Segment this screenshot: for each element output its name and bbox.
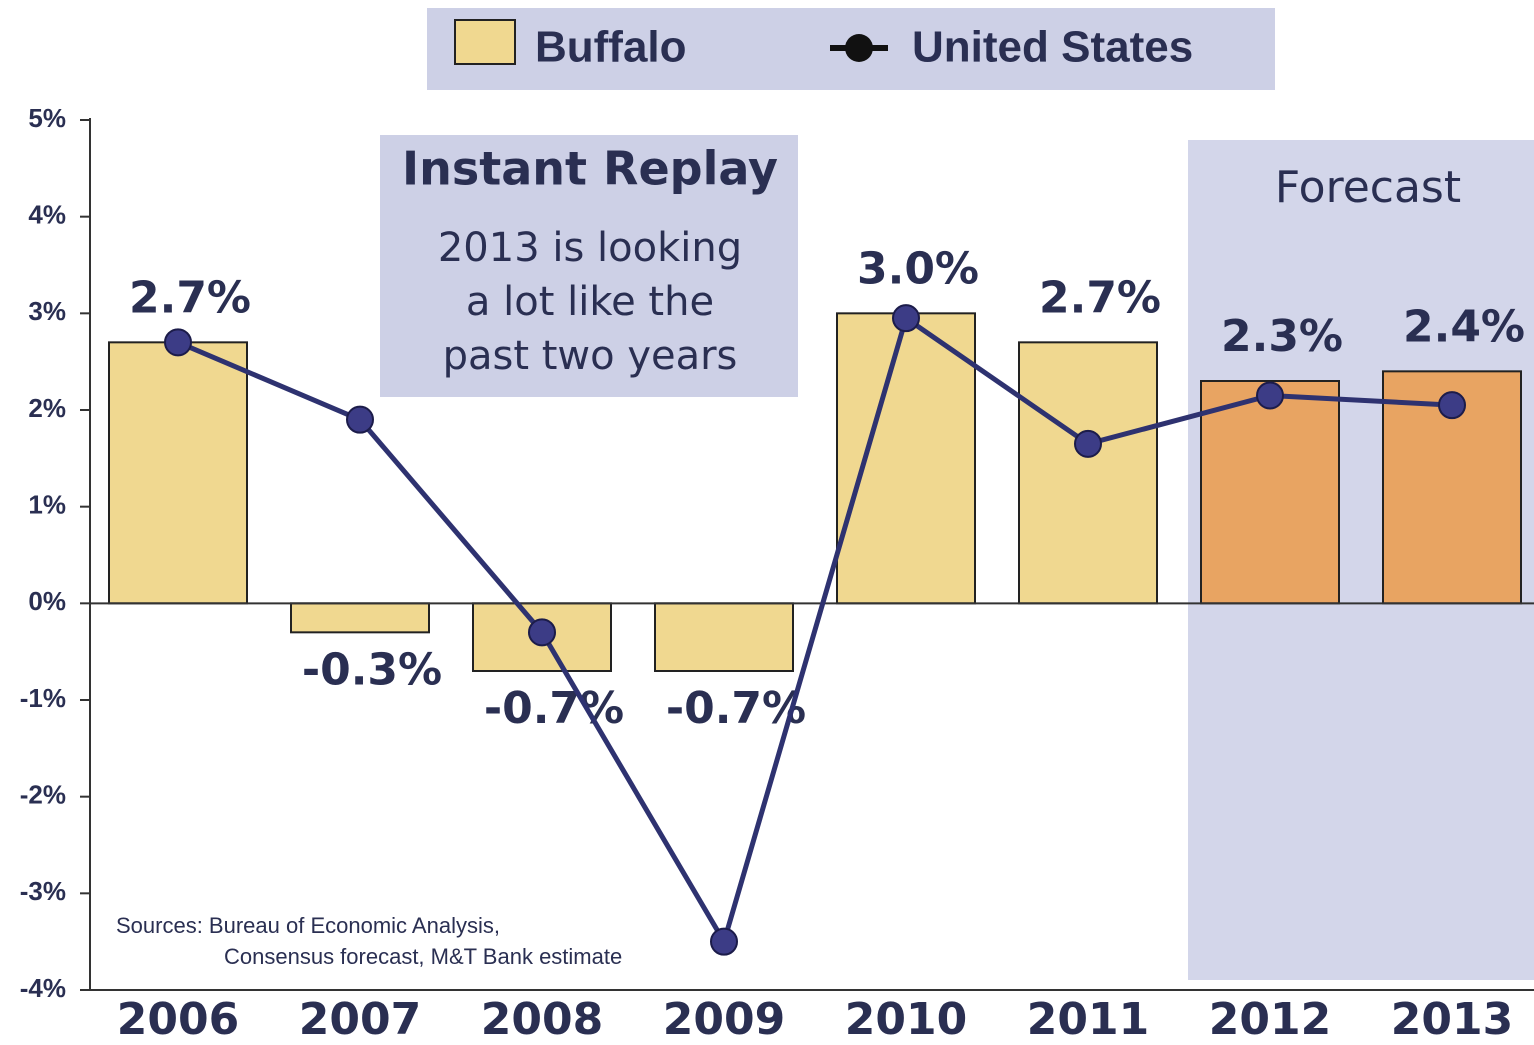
bar — [108, 341, 248, 605]
y-tick-label: 4% — [28, 200, 66, 230]
annotation-line: 2013 is looking — [438, 225, 742, 271]
source-note: Consensus forecast, M&T Bank estimate — [224, 944, 622, 969]
legend-marker — [845, 34, 873, 62]
bar — [290, 602, 430, 634]
x-tick-label: 2007 — [299, 994, 421, 1045]
data-label: 2.7% — [1039, 272, 1161, 323]
line — [177, 314, 1453, 948]
y-tick-label: -4% — [20, 973, 66, 1003]
data-label: 2.4% — [1403, 301, 1525, 352]
legend-swatch — [454, 19, 516, 65]
point — [892, 304, 920, 333]
point — [710, 927, 738, 956]
point — [346, 405, 374, 434]
point — [1074, 429, 1102, 458]
y-tick-label: -3% — [20, 876, 66, 906]
point — [528, 618, 556, 647]
y-tick-label: -2% — [20, 780, 66, 810]
legend-label: United States — [912, 23, 1193, 72]
bar — [836, 312, 976, 605]
point — [1256, 381, 1284, 410]
annotation-title: Instant Replay — [402, 142, 778, 196]
x-tick-label: 2012 — [1209, 994, 1331, 1045]
y-tick-label: 3% — [28, 296, 66, 326]
y-tick-label: 1% — [28, 490, 66, 520]
data-label: -0.7% — [484, 683, 624, 734]
data-label: -0.7% — [666, 683, 806, 734]
data-label: -0.3% — [302, 644, 442, 695]
x-tick-label: 2013 — [1391, 994, 1513, 1045]
x-tick-label: 2009 — [663, 994, 785, 1045]
bar — [1018, 341, 1158, 605]
y-tick-label: 5% — [28, 103, 66, 133]
x-tick-label: 2010 — [845, 994, 967, 1045]
bar — [654, 602, 794, 672]
y-tick-label: 2% — [28, 393, 66, 423]
source-note: Sources: Bureau of Economic Analysis, — [116, 913, 500, 938]
point — [1438, 391, 1466, 420]
x-tick-label: 2011 — [1027, 994, 1149, 1045]
forecast-label: Forecast — [1275, 162, 1461, 213]
data-label: 2.3% — [1221, 311, 1343, 362]
x-tick-label: 2006 — [117, 994, 239, 1045]
x-tick-label: 2008 — [481, 994, 603, 1045]
annotation-line: past two years — [443, 333, 738, 379]
annotation-box — [380, 135, 798, 397]
data-label: 2.7% — [129, 272, 251, 323]
legend-label: Buffalo — [535, 23, 687, 72]
bar — [1200, 380, 1340, 605]
point — [164, 328, 192, 357]
annotation-line: a lot like the — [466, 279, 714, 325]
y-tick-label: -1% — [20, 683, 66, 713]
y-tick-label: 0% — [28, 586, 66, 616]
data-label: 3.0% — [857, 243, 979, 294]
